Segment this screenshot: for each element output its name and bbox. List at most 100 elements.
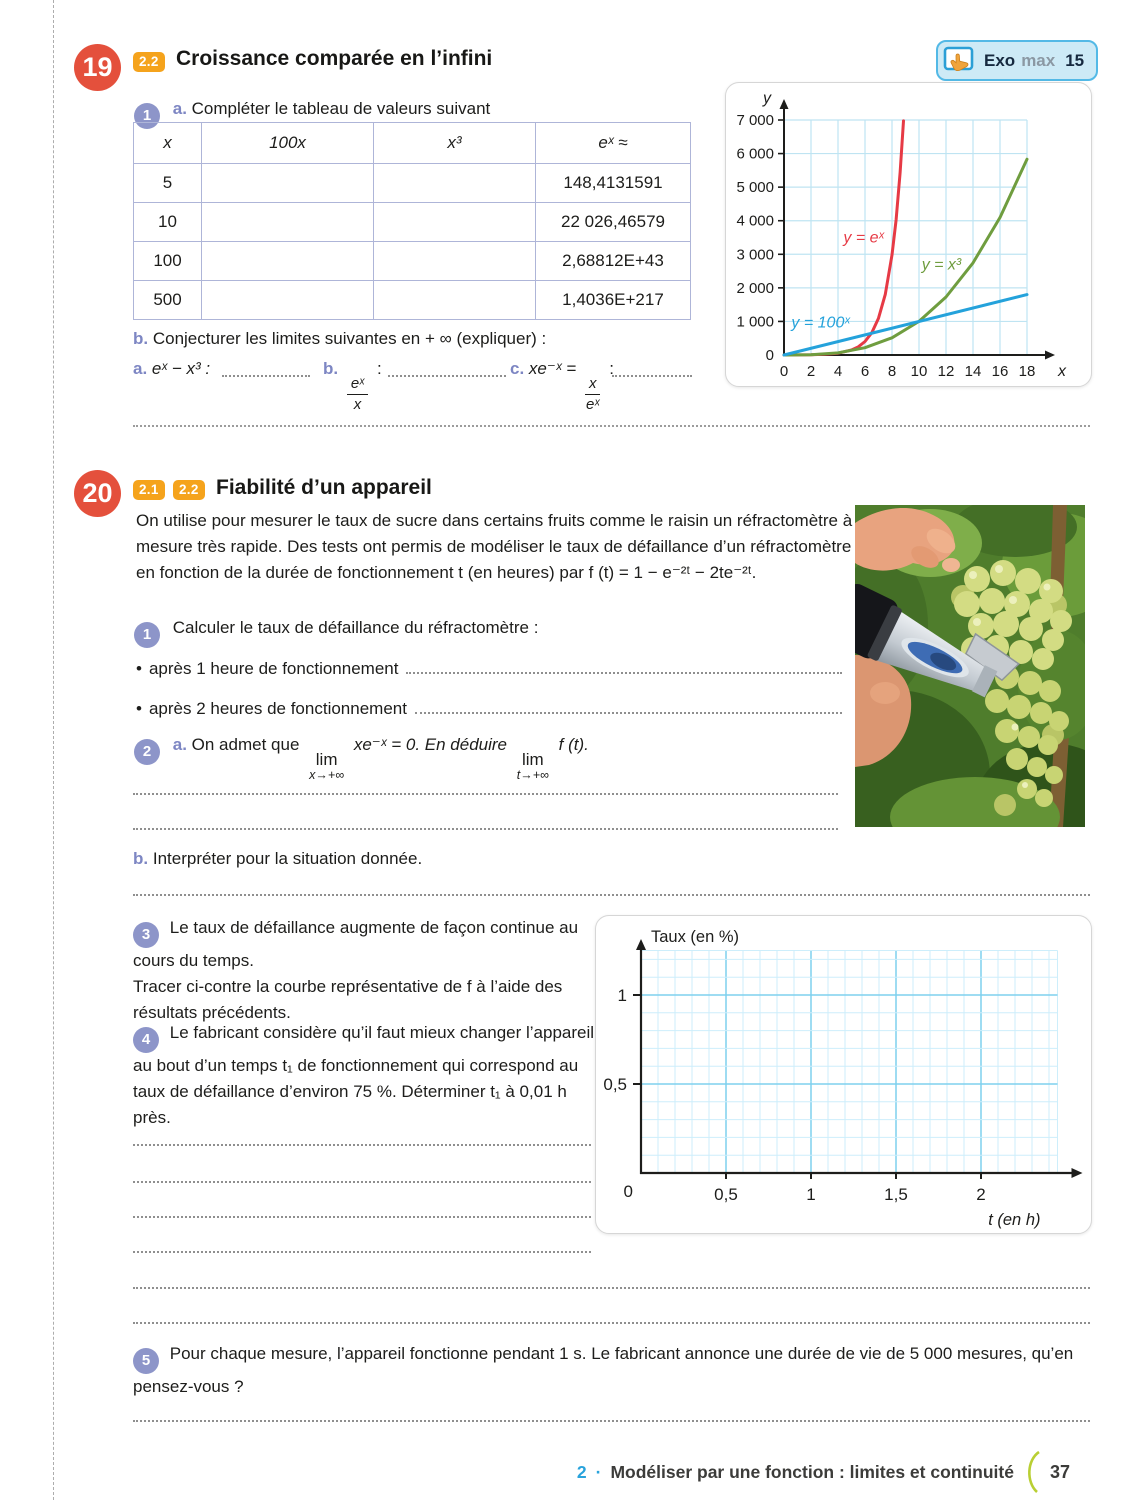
q2a-end-expression: f (t).: [558, 735, 589, 754]
fraction-x-over-ex: x eˣ: [584, 375, 601, 414]
svg-text:1: 1: [806, 1185, 815, 1204]
ex19-question-1: 1 a. Compléter le tableau de valeurs sui…: [134, 96, 490, 129]
bullet-answer-1: • après 1 heure de fonctionnement: [136, 656, 842, 682]
ex20-question-3: 3 Le taux de défaillance augmente de faç…: [133, 915, 593, 1026]
answer-line: [133, 1284, 1090, 1289]
bullet-icon: •: [136, 659, 142, 678]
svg-text:7 000: 7 000: [736, 112, 774, 129]
limit-item-c: c. xe⁻ˣ = x eˣ :: [510, 356, 614, 414]
footer-curve-icon: [1028, 1450, 1040, 1493]
answer-line: [612, 372, 692, 377]
fraction-numerator: eˣ: [346, 375, 369, 395]
limit-c-colon: :: [609, 359, 614, 378]
fraction-denominator: eˣ: [586, 396, 600, 413]
footer-dot: ·: [595, 1461, 602, 1482]
col-header-ex: eˣ ≈: [535, 122, 691, 164]
answer-line: [133, 825, 838, 830]
exomax-label-max: max: [1021, 50, 1056, 70]
bullet-2-text: après 2 heures de fonctionnement: [148, 699, 407, 718]
exomax-label-exo: Exo: [984, 50, 1016, 70]
cell-ex: 2,68812E+43: [535, 241, 691, 281]
question-b-text: Conjecturer les limites suivantes en + ∞…: [152, 329, 547, 348]
limit-a-expression: eˣ − x³ :: [151, 359, 211, 378]
svg-text:2 000: 2 000: [736, 280, 774, 297]
question-letter-a: a.: [172, 735, 187, 754]
ex20-question-2b: b. Interpréter pour la situation donnée.: [133, 846, 422, 872]
chapter-title: Modéliser par une fonction : limites et …: [610, 1461, 1014, 1482]
lim-subscript: x→+∞: [309, 767, 345, 782]
empty-plot-grid: 0,5 1 0 0,5 1 1,5 2 Taux (en %) t (en h): [603, 928, 1083, 1229]
answer-line: [406, 672, 842, 674]
question-letter-b: b.: [133, 329, 149, 348]
cell-ex: 1,4036E+217: [535, 280, 691, 320]
svg-text:4: 4: [834, 363, 842, 380]
svg-text:8: 8: [888, 363, 896, 380]
question-1-text: Compléter le tableau de valeurs suivant: [191, 99, 491, 118]
exercise-20-number: 20: [74, 470, 121, 517]
svg-text:0: 0: [624, 1182, 633, 1201]
cell-x3-blank: [373, 202, 536, 242]
svg-text:y: y: [762, 90, 772, 107]
svg-text:12: 12: [938, 363, 955, 380]
answer-line: [414, 712, 842, 714]
cell-100x-blank: [201, 241, 374, 281]
cell-x3-blank: [373, 280, 536, 320]
cell-100x-blank: [201, 202, 374, 242]
exercise-separator-dotted: [133, 422, 1090, 427]
col-header-100x: 100x: [201, 122, 374, 164]
fraction-denominator: x: [353, 396, 362, 413]
fraction-numerator: x: [584, 375, 601, 395]
question-letter-a: a.: [172, 99, 187, 118]
ex19-question-b: b. Conjecturer les limites suivantes en …: [133, 326, 546, 352]
ex20-question-2a: 2 a. On admet que lim x→+∞ xe⁻ˣ = 0. En …: [134, 732, 854, 782]
lim-word: lim: [521, 750, 544, 769]
col-header-x3: x³: [373, 122, 536, 164]
table-row: 5 148,4131591: [133, 163, 691, 203]
question-3-circle: 3: [133, 922, 159, 948]
limit-c-letter: c.: [510, 359, 525, 378]
q2b-text: Interpréter pour la situation donnée.: [152, 849, 423, 868]
limit-a-letter: a.: [133, 359, 148, 378]
table-row: 500 1,4036E+217: [133, 280, 691, 320]
answer-line: [133, 1248, 591, 1253]
svg-text:y = 100ˣ: y = 100ˣ: [790, 314, 851, 331]
q5-text: Pour chaque mesure, l’appareil fonctionn…: [133, 1344, 1074, 1396]
q2a-mid-expression: xe⁻ˣ = 0. En déduire: [353, 735, 507, 754]
svg-text:1 000: 1 000: [736, 313, 774, 330]
cell-ex: 148,4131591: [535, 163, 691, 203]
page-number: 37: [1049, 1461, 1070, 1482]
svg-text:14: 14: [965, 363, 982, 380]
lim-word: lim: [315, 750, 338, 769]
lesson-badge-2-1: 2.1: [133, 480, 165, 500]
values-table: x 100x x³ eˣ ≈ 5 148,4131591 10 22 026,4…: [133, 122, 691, 320]
exomax-number: 15: [1065, 50, 1085, 70]
svg-text:1,5: 1,5: [884, 1185, 908, 1204]
cell-x: 10: [133, 202, 202, 242]
fraction-ex-over-x: eˣ x: [346, 375, 369, 414]
cell-100x-blank: [201, 163, 374, 203]
question-4-circle: 4: [133, 1027, 159, 1053]
growth-comparison-graph-card: 0 1 000 2 000 3 000 4 000 5 000 6 000 7 000 0 2 4 6…: [725, 82, 1092, 387]
exercise-20-title: Fiabilité d’un appareil: [216, 476, 432, 499]
ex20-question-5: 5 Pour chaque mesure, l’appareil fonctio…: [133, 1341, 1118, 1400]
svg-text:y = x³: y = x³: [921, 256, 962, 273]
limit-x-notation: lim x→+∞: [309, 751, 344, 782]
exercise-19-number: 19: [74, 44, 121, 91]
svg-text:3 000: 3 000: [736, 246, 774, 263]
table-header-row: x 100x x³ eˣ ≈: [133, 122, 691, 164]
limit-item-b: b. eˣ x :: [323, 356, 382, 414]
svg-text:2: 2: [976, 1185, 985, 1204]
bullet-1-text: après 1 heure de fonctionnement: [148, 659, 399, 678]
lesson-badge-2-2: 2.2: [173, 480, 205, 500]
answer-line: [133, 1319, 1090, 1324]
q4-text: Le fabricant considère qu’il faut mieux …: [133, 1023, 595, 1127]
answer-line: [388, 372, 506, 377]
svg-text:5 000: 5 000: [736, 179, 774, 196]
page-margin-dashed-line: [53, 0, 54, 1500]
ex20-intro-paragraph: On utilise pour mesurer le taux de sucre…: [136, 511, 853, 582]
table-row: 10 22 026,46579: [133, 202, 691, 242]
exomax-button[interactable]: Exo max 15: [936, 40, 1099, 81]
svg-text:1: 1: [618, 986, 627, 1005]
answer-line: [133, 891, 1090, 896]
